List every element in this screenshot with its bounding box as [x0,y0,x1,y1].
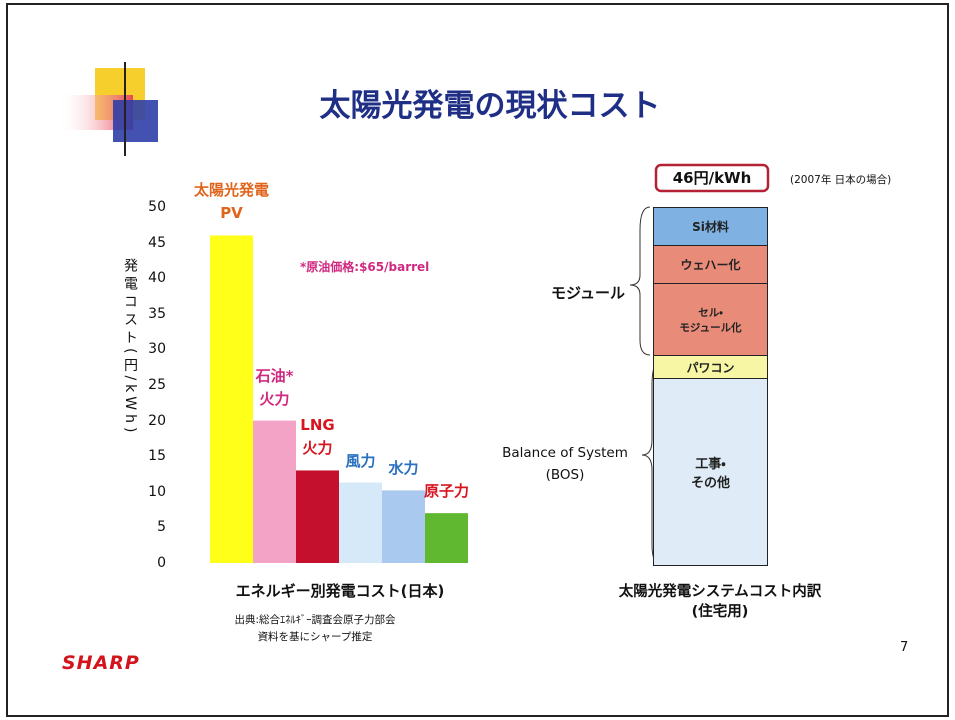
segment: 工事・ その他 [653,378,768,566]
category-label: 水力 [354,457,454,480]
segment: パワコン [653,355,768,379]
y-tick-label: 15 [120,447,166,465]
y-tick-label: 30 [120,340,166,358]
segment: ウェハー化 [653,245,768,284]
page-number: 7 [900,640,908,655]
category-label: 石油* 火力 [225,365,325,411]
y-tick-label: 45 [120,234,166,252]
category-label: 原子力 [397,480,497,503]
y-tick-label: 35 [120,305,166,323]
y-tick-label: 50 [120,198,166,216]
y-tick-label: 5 [120,518,166,536]
y-tick-label: 20 [120,412,166,430]
bar [296,470,339,563]
slide-title: 太陽光発電の現状コスト [0,80,955,125]
category-label: 太陽光発電 PV [182,179,282,225]
annotation: *原油価格:$65/barrel [300,258,429,275]
brace [630,207,650,355]
note: (2007年 日本の場合) [790,172,891,187]
bar [339,483,382,563]
y-tick-label: 0 [120,554,166,572]
segment: Si材料 [653,207,768,246]
x-axis-title: エネルギー別発電コスト(日本) [205,580,475,601]
caption: 太陽光発電システムコスト内訳 (住宅用) [590,582,850,622]
slide: 太陽光発電の現状コスト *原油価格:$65/barrel 発電コスト(円/kWh… [0,0,955,720]
y-tick-label: 40 [120,269,166,287]
source: 出典:総合ｴﾈﾙｷﾞｰ調査会原子力部会 資料を基にシャープ推定 [185,612,445,646]
total-cost: 46円/kWh [656,165,768,191]
y-tick-label: 25 [120,376,166,394]
logo: SHARP [62,652,140,674]
segment: セル・ モジュール化 [653,283,768,356]
group-label: Balance of System (BOS) [490,442,640,486]
bar [425,513,468,563]
group-label: モジュール [520,282,625,303]
y-tick-label: 10 [120,483,166,501]
